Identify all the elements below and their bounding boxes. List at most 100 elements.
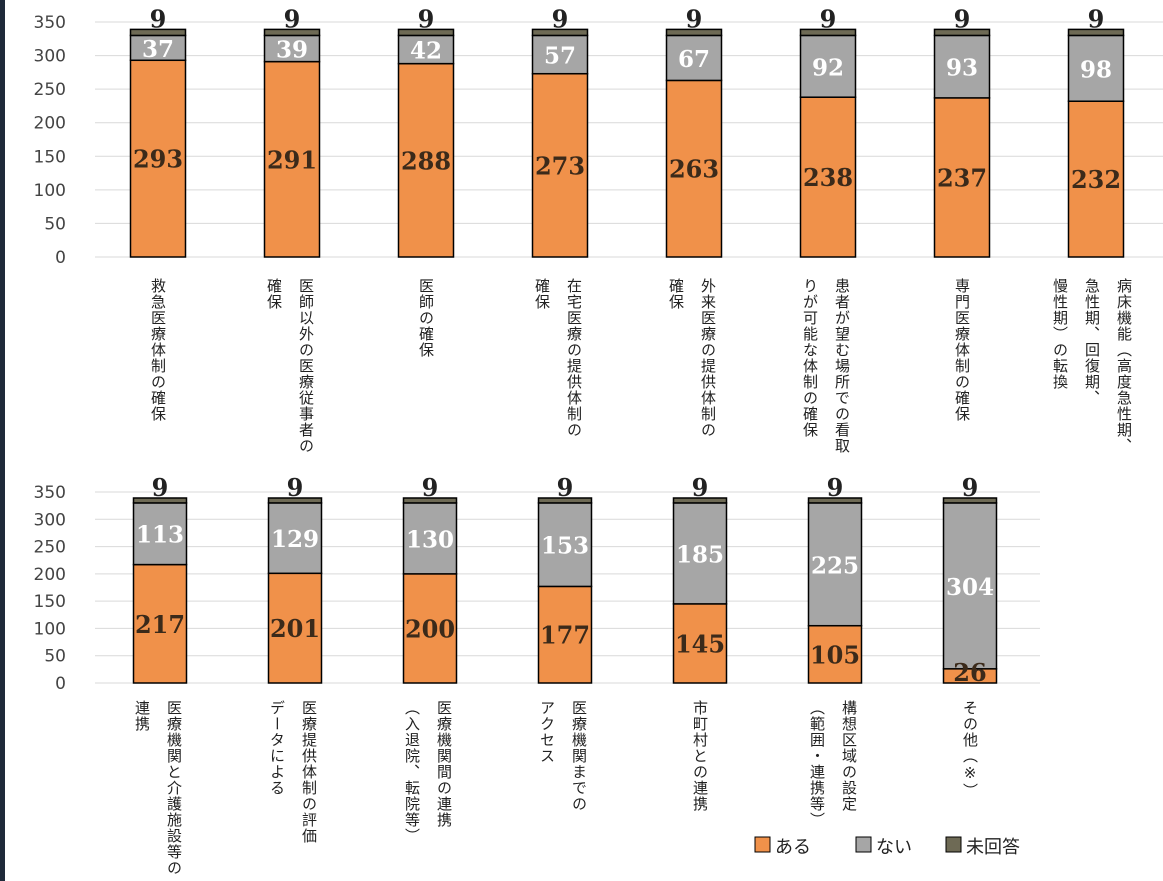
chart-1-category-label: 患者が望む場所での看取 <box>833 278 851 454</box>
chart-2-category-label: 市町村との連携 <box>691 700 709 812</box>
chart-1-y-tick-label: 100 <box>34 181 66 201</box>
chart-2-bar-segment-nai <box>807 502 863 627</box>
chart-2-data-label-ari: 145 <box>675 629 725 658</box>
chart-2-bar-segment-ari <box>267 572 323 684</box>
chart-1-data-label-mi: 9 <box>552 4 569 33</box>
chart-2-data-label-nai: 113 <box>136 522 184 549</box>
chart-1-category-label: 確保 <box>265 278 283 310</box>
chart-1-data-label-nai: 37 <box>142 36 174 63</box>
chart-1-data-label-ari: 237 <box>937 163 987 192</box>
chart-1-bar-segment-mi <box>397 28 455 37</box>
chart-2-bar-segment-nai <box>267 502 323 575</box>
chart-2-category-label: その他（※） <box>961 700 979 799</box>
chart-1-data-label-nai: 67 <box>678 46 710 73</box>
chart-1-data-label-nai: 39 <box>276 37 308 64</box>
chart-1-y-tick-label: 50 <box>44 214 66 234</box>
chart-2-y-tick-label: 200 <box>34 565 66 585</box>
chart-2-data-label-nai: 153 <box>541 533 589 560</box>
chart-2-data-label-mi: 9 <box>692 473 709 502</box>
chart-2-bar-segment-mi <box>132 497 188 504</box>
chart-2-y-tick-label: 0 <box>55 674 66 694</box>
chart-2-data-label-mi: 9 <box>962 473 979 502</box>
chart-1-bar-segment-ari <box>933 97 991 258</box>
chart-1-bar-segment-nai <box>531 34 589 75</box>
chart-1-data-label-mi: 9 <box>150 4 167 33</box>
chart-2-bar-segment-mi <box>942 497 998 504</box>
chart-1-category-label: 救急医療体制の確保 <box>149 278 167 422</box>
chart-1-category-label: 外来医療の提供体制の <box>699 278 717 438</box>
chart-2-bar-segment-mi <box>672 497 728 504</box>
chart-2-data-label-nai: 304 <box>946 574 994 601</box>
chart-2-bar-segment-ari <box>672 603 728 684</box>
chart-1-data-label-ari: 238 <box>803 163 853 192</box>
chart-1-bar-segment-mi <box>531 28 589 37</box>
chart-2-bar-segment-mi <box>537 497 593 504</box>
chart-2-y-tick-label: 250 <box>34 538 66 558</box>
chart-1-category-label: 医師の確保 <box>417 278 435 358</box>
chart-2-data-label-ari: 217 <box>135 610 185 639</box>
chart-2-y-tick-label: 100 <box>34 619 66 639</box>
chart-2-y-tick-label: 350 <box>34 483 66 503</box>
chart-1-data-label-ari: 273 <box>535 151 585 180</box>
chart-1-bar-segment-nai <box>933 34 991 99</box>
chart-2-data-label-mi: 9 <box>152 473 169 502</box>
chart-1-bar-segment-mi <box>799 28 857 37</box>
chart-1-category-label: 確保 <box>533 278 551 310</box>
chart-1-bar-segment-mi <box>1067 28 1125 37</box>
legend-swatch-mi <box>945 836 962 853</box>
chart-1-data-label-mi: 9 <box>686 4 703 33</box>
chart-1-y-tick-label: 350 <box>34 13 66 33</box>
chart-2-data-label-nai: 185 <box>676 541 724 568</box>
chart-1-category-label: 慢性期）の転換 <box>1051 278 1069 390</box>
legend-swatch-ari <box>754 836 771 853</box>
chart-2-y-tick-label: 150 <box>34 592 66 612</box>
chart-1-bar-segment-ari <box>665 79 723 258</box>
chart-1-data-label-mi: 9 <box>418 4 435 33</box>
chart-1-bar-segment-mi <box>933 28 991 37</box>
chart-2-data-label-nai: 225 <box>811 552 859 579</box>
chart-2-bar-segment-nai <box>132 502 188 566</box>
chart-1-y-tick-label: 200 <box>34 114 66 134</box>
chart-2-category-label: アクセス <box>538 700 556 764</box>
chart-2-category-label: データによる <box>268 700 286 796</box>
chart-2-bar-segment-nai <box>537 502 593 588</box>
chart-2-bar-segment-mi <box>267 497 323 504</box>
chart-2-category-label: 連携 <box>133 700 151 732</box>
chart-1-bar-segment-mi <box>263 28 321 37</box>
chart-2-category-label: 医療機関までの <box>570 700 588 812</box>
chart-2-data-label-mi: 9 <box>557 473 574 502</box>
chart-2-category-label: （入退院、転院等） <box>403 700 421 844</box>
chart-1-bar-segment-nai <box>665 34 723 82</box>
chart-1-y-tick-label: 150 <box>34 147 66 167</box>
chart-1-data-label-mi: 9 <box>1088 4 1105 33</box>
chart-2-category-label: （範囲・連携等） <box>808 700 826 828</box>
left-border <box>0 0 5 881</box>
chart-1-y-tick-label: 0 <box>55 248 66 268</box>
chart-1-category-label: 急性期、回復期、 <box>1083 278 1101 406</box>
chart-1-category-label: りが可能な体制の確保 <box>801 278 819 438</box>
chart-2-data-label-mi: 9 <box>287 473 304 502</box>
chart-1-data-label-mi: 9 <box>820 4 837 33</box>
chart-1-bar-segment-mi <box>665 28 723 37</box>
chart-2-category-label: 医療機関と介護施設等の <box>165 700 183 876</box>
chart-1-data-label-nai: 57 <box>544 43 576 70</box>
chart-1-bar-segment-ari <box>263 60 321 258</box>
chart-1-bar-segment-ari <box>1067 100 1125 258</box>
chart-1-bar-segment-ari <box>799 96 857 258</box>
chart-2-data-label-nai: 130 <box>406 526 454 553</box>
chart-2-data-label-mi: 9 <box>422 473 439 502</box>
chart-2-data-label-ari: 26 <box>953 658 986 687</box>
legend-swatch-nai <box>855 836 872 853</box>
chart-1-data-label-mi: 9 <box>284 4 301 33</box>
chart-1-data-label-nai: 92 <box>812 54 844 81</box>
chart-1-bar-segment-ari <box>397 62 455 258</box>
chart-2-category-label: 医療機関間の連携 <box>435 700 453 828</box>
chart-2-y-tick-label: 50 <box>44 647 66 667</box>
chart-2-bar-segment-mi <box>402 497 458 504</box>
chart-2-data-label-ari: 201 <box>270 614 320 643</box>
chart-1-data-label-nai: 98 <box>1080 56 1112 83</box>
legend-label-nai: ない <box>876 837 912 858</box>
chart-1-data-label-ari: 288 <box>401 146 451 175</box>
chart-1-category-label: 医師以外の医療従事者の <box>297 278 315 454</box>
